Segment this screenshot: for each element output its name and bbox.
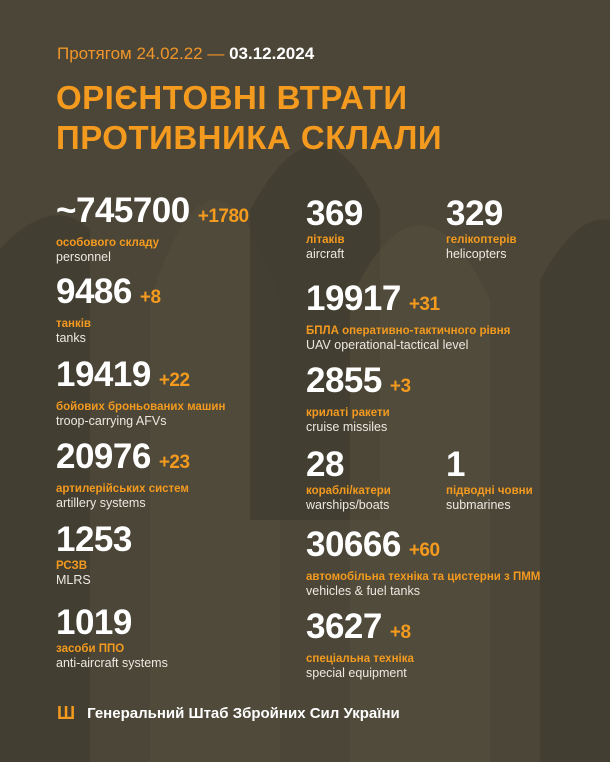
footer: Ш Генеральний Штаб Збройних Сил України [57, 703, 400, 724]
stat-label-en: submarines [446, 498, 511, 512]
stat-tanks: 9486 +8 танків tanks [56, 274, 161, 346]
period-prefix: Протягом 24.02.22 — [57, 44, 225, 63]
stat-special-equipment: 3627 +8 спеціальна техніка special equipmen… [306, 609, 414, 681]
page-title-line2: ПРОТИВНИКА СКЛАЛИ [56, 119, 443, 156]
stat-label-en: tanks [56, 331, 86, 345]
footer-org: Генеральний Штаб Збройних Сил України [87, 705, 400, 722]
stat-number: 1253 [56, 520, 132, 559]
stat-vehicles: 30666 +60 автомобільна техніка та цистерни… [306, 527, 540, 599]
stat-value: 20976 +23 [56, 439, 190, 481]
stat-label-en: personnel [56, 250, 111, 264]
stat-cruise-missiles: 2855 +3 крилаті ракети cruise missiles [306, 363, 411, 435]
stat-value: 2855 +3 [306, 363, 411, 405]
stat-number: 3627 [306, 607, 382, 646]
stat-personnel: ~745700 +1780 особового складу personnel [56, 193, 249, 265]
stat-number: 9486 [56, 272, 132, 311]
stat-label-en: artillery systems [56, 496, 146, 510]
period-text: Протягом 24.02.22 — 03.12.2024 [57, 44, 314, 64]
stat-number: 1 [446, 445, 465, 484]
stat-delta: +23 [158, 452, 190, 473]
stat-number: 20976 [56, 437, 151, 476]
stat-number: 19917 [306, 279, 401, 318]
stat-value: 3627 +8 [306, 609, 414, 651]
stat-delta: +3 [389, 376, 411, 397]
stat-label-ua: танків [56, 318, 91, 330]
stat-afv: 19419 +22 бойових броньованих машин troop-c… [56, 357, 225, 429]
stat-label-ua: спеціальна техніка [306, 653, 414, 665]
stat-number: 30666 [306, 525, 401, 564]
stat-label-ua: підводні човни [446, 485, 533, 497]
stat-delta: +1780 [197, 206, 249, 227]
stat-label-ua: засоби ППО [56, 643, 125, 655]
stat-delta: +8 [389, 622, 411, 643]
stat-number: 2855 [306, 361, 382, 400]
stat-label-en: UAV operational-tactical level [306, 338, 469, 352]
stat-helicopters: 329 гелікоптерів helicopters [446, 196, 517, 262]
stat-artillery: 20976 +23 артилерійських систем artillery s… [56, 439, 190, 511]
stat-submarines: 1 підводні човни submarines [446, 447, 533, 513]
stat-value: 369 [306, 196, 363, 232]
stat-mlrs: 1253 РСЗВ MLRS [56, 522, 132, 588]
stat-number: 28 [306, 445, 344, 484]
stat-uav: 19917 +31 БПЛА оперативно-тактичного рівня… [306, 281, 510, 353]
stat-number: ~745700 [56, 191, 190, 230]
stat-delta: +31 [408, 294, 440, 315]
stat-delta: +22 [158, 370, 190, 391]
page-title-line1: ОРІЄНТОВНІ ВТРАТИ [56, 79, 408, 116]
stat-label-en: anti-aircraft systems [56, 656, 168, 670]
stat-anti-aircraft: 1019 засоби ППО anti-aircraft systems [56, 605, 168, 671]
stat-label-ua: артилерійських систем [56, 483, 189, 495]
stat-delta: +60 [408, 540, 440, 561]
stat-label-en: cruise missiles [306, 420, 388, 434]
stat-number: 329 [446, 194, 503, 233]
stat-label-ua: автомобільна техніка та цистерни з ПММ [306, 571, 541, 583]
stat-number: 369 [306, 194, 363, 233]
stat-label-en: troop-carrying AFVs [56, 414, 167, 428]
stat-value: ~745700 +1780 [56, 193, 249, 235]
stat-value: 30666 +60 [306, 527, 540, 569]
stat-value: 9486 +8 [56, 274, 161, 316]
trident-icon: Ш [57, 703, 76, 723]
period-date: 03.12.2024 [229, 44, 315, 63]
stat-label-ua: БПЛА оперативно-тактичного рівня [306, 325, 511, 337]
stat-value: 1253 [56, 522, 132, 558]
stat-label-en: warships/boats [306, 498, 390, 512]
stat-warships: 28 кораблі/катери warships/boats [306, 447, 391, 513]
stat-number: 1019 [56, 603, 132, 642]
stat-label-ua: кораблі/катери [306, 485, 391, 497]
stat-label-ua: гелікоптерів [446, 234, 517, 246]
stat-label-en: special equipment [306, 666, 407, 680]
stat-aircraft: 369 літаків aircraft [306, 196, 363, 262]
stat-value: 329 [446, 196, 517, 232]
stat-label-en: helicopters [446, 247, 507, 261]
stat-label-ua: РСЗВ [56, 560, 88, 572]
stat-label-ua: крилаті ракети [306, 407, 390, 419]
stat-value: 1 [446, 447, 533, 483]
stat-value: 19917 +31 [306, 281, 510, 323]
stat-label-ua: особового складу [56, 237, 160, 249]
stat-delta: +8 [139, 287, 161, 308]
stat-number: 19419 [56, 355, 151, 394]
stat-label-ua: бойових броньованих машин [56, 401, 226, 413]
stat-label-en: vehicles & fuel tanks [306, 584, 420, 598]
stat-value: 19419 +22 [56, 357, 225, 399]
stat-label-ua: літаків [306, 234, 345, 246]
stat-value: 28 [306, 447, 391, 483]
stat-value: 1019 [56, 605, 168, 641]
stat-label-en: MLRS [56, 573, 91, 587]
stat-label-en: aircraft [306, 247, 345, 261]
